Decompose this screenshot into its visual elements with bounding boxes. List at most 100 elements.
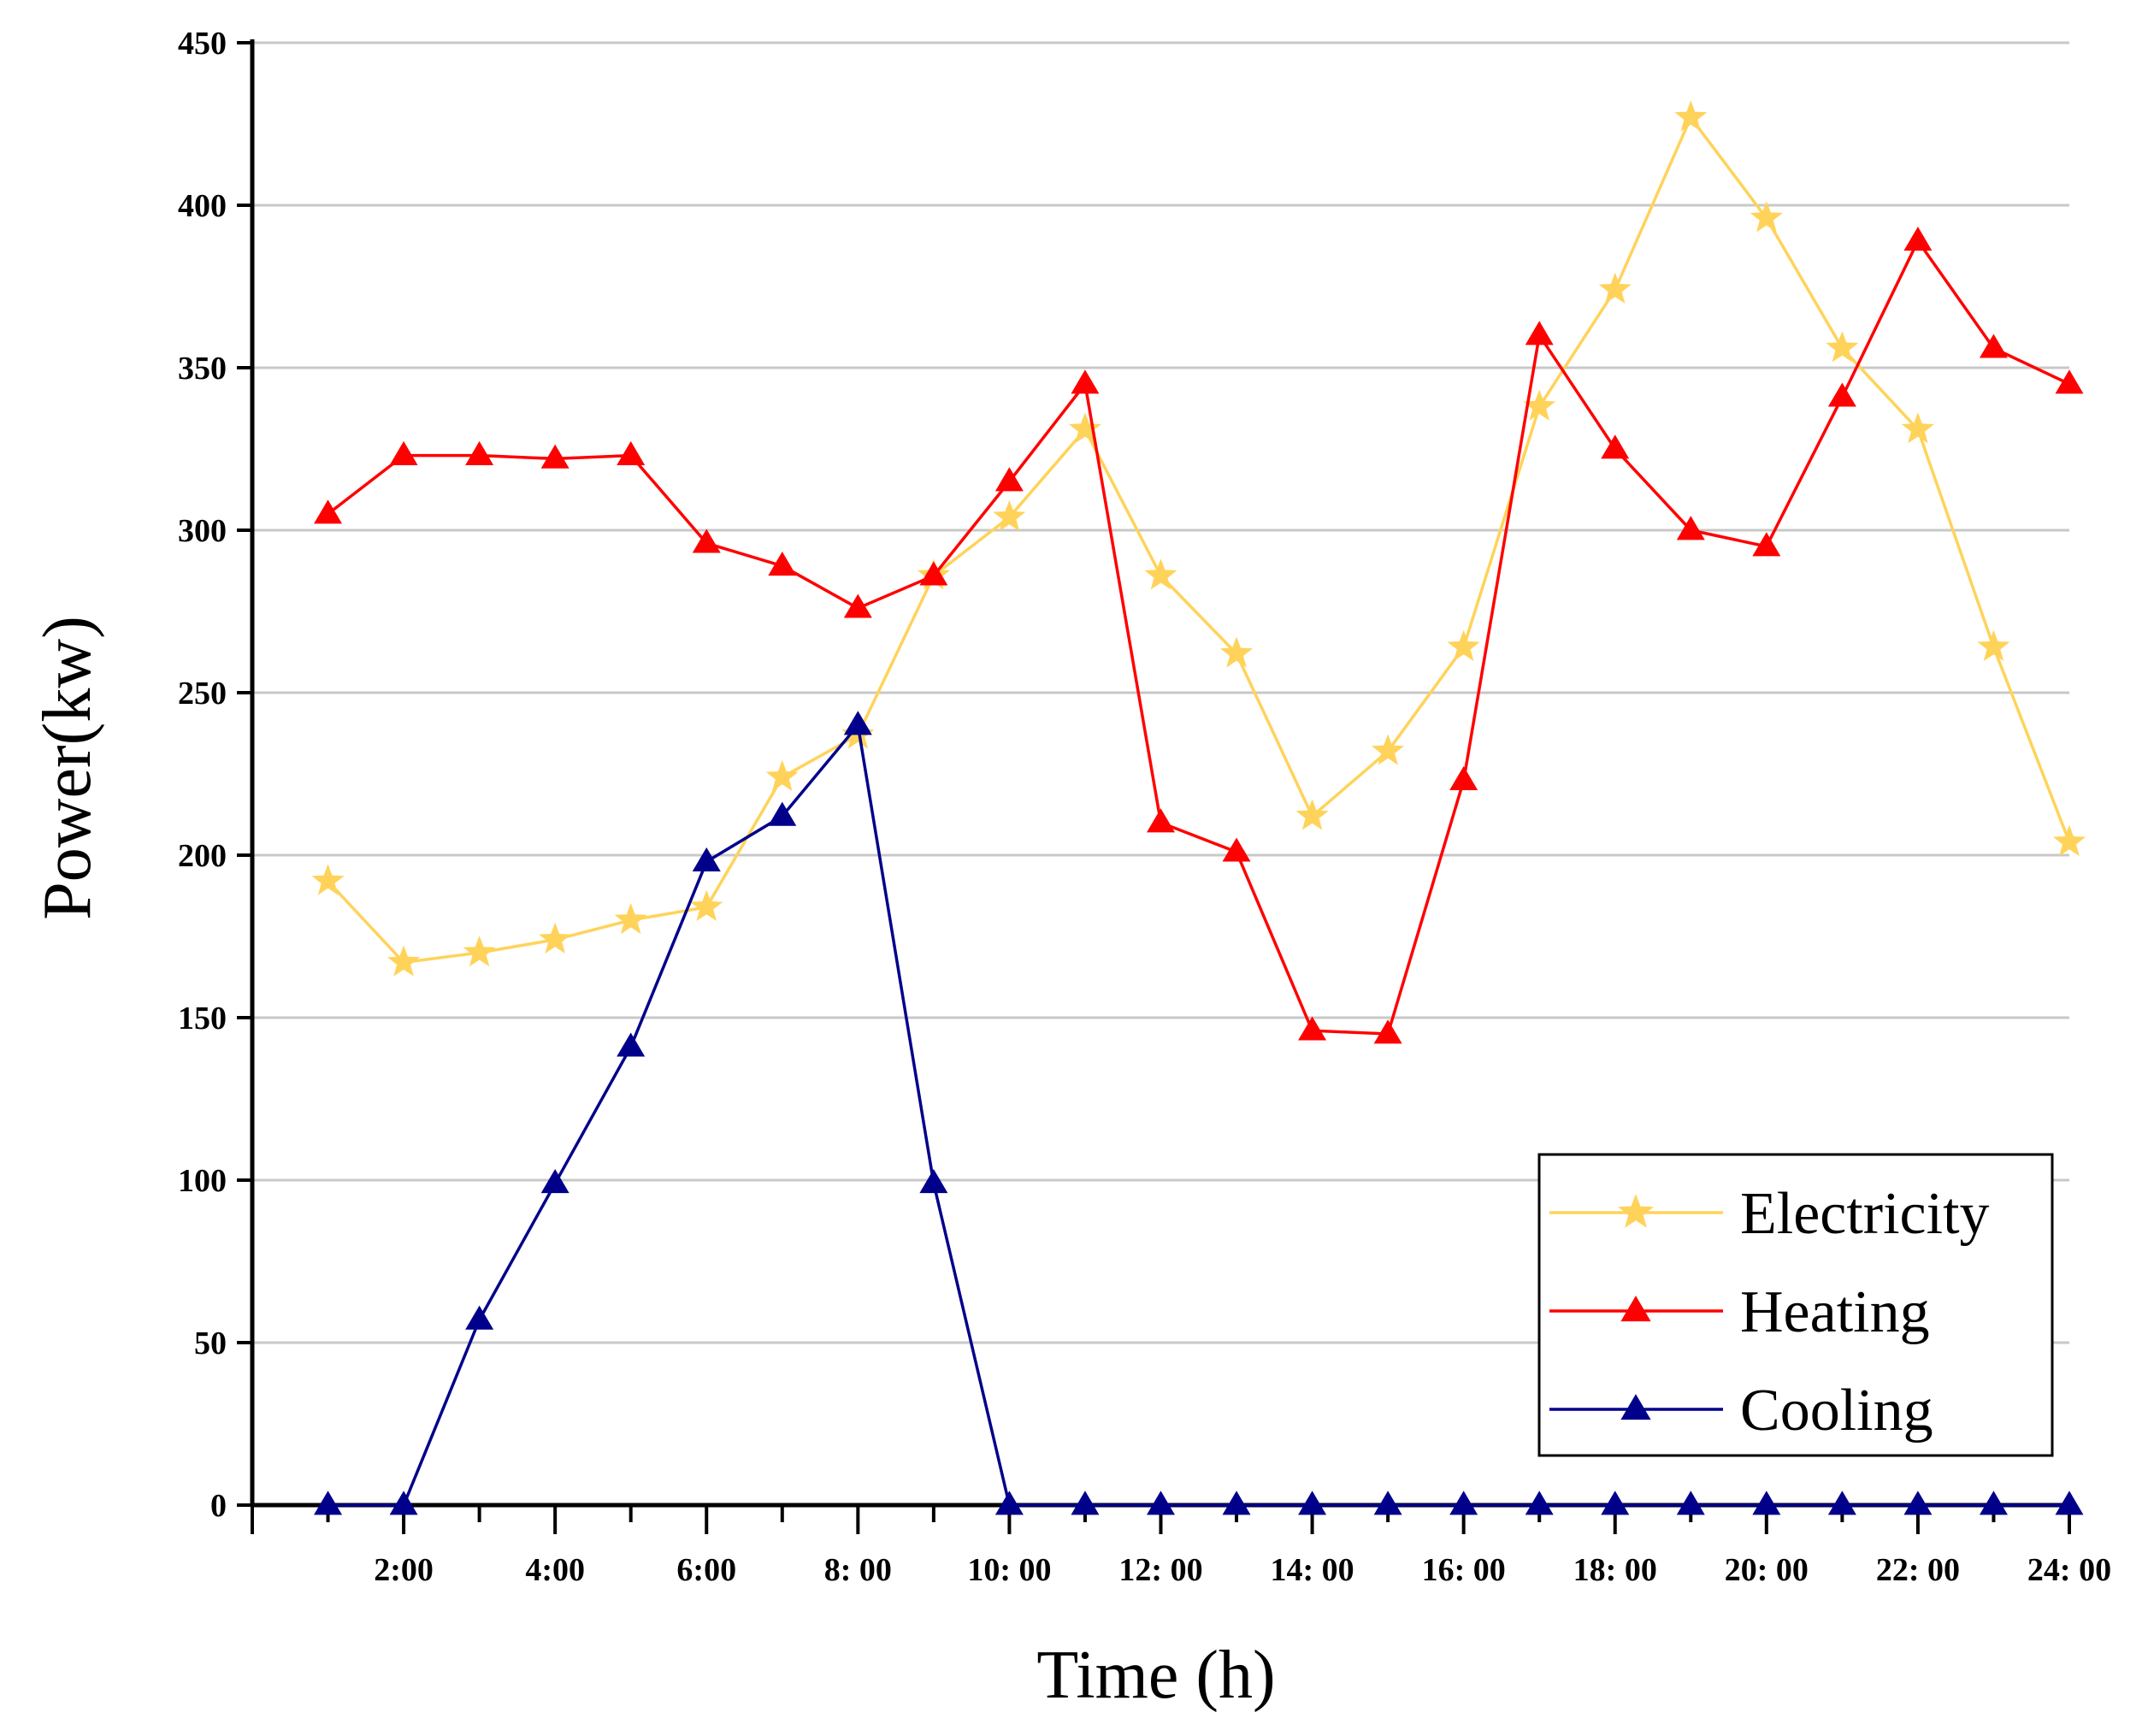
x-tick-label: 18: 00: [1573, 1552, 1657, 1588]
heating-point: [1601, 434, 1630, 459]
electricity-point: [1750, 201, 1783, 233]
cooling-point: [1449, 1491, 1478, 1515]
series-cooling: [314, 711, 2084, 1515]
heating-point: [540, 444, 569, 469]
x-tick-label: 4:00: [525, 1552, 585, 1588]
heating-point: [768, 552, 797, 576]
electricity-line: [327, 114, 2071, 965]
heating-point: [1298, 1016, 1327, 1041]
heating-point: [994, 467, 1024, 492]
y-tick-label: 450: [178, 26, 227, 62]
cooling-point: [768, 801, 797, 826]
heating-point: [1752, 532, 1781, 557]
electricity-point: [1826, 331, 1859, 363]
cooling-point: [314, 1491, 343, 1515]
heating-point: [2055, 369, 2084, 394]
heating-point: [389, 440, 418, 465]
x-tick-label: 8: 00: [824, 1552, 892, 1588]
heating-point: [1449, 765, 1478, 790]
electricity-point: [1674, 100, 1708, 132]
heating-point: [843, 593, 872, 618]
heating-line: [327, 238, 2070, 1036]
electricity-point: [1977, 629, 2010, 661]
electricity-point: [765, 759, 799, 791]
electricity-point: [993, 499, 1026, 531]
gridlines: [252, 41, 2069, 1344]
electricity-point: [1295, 799, 1329, 830]
cooling-point: [1373, 1491, 1402, 1515]
cooling-point: [2055, 1491, 2084, 1515]
legend-triangle-icon: [1620, 1394, 1651, 1420]
cooling-point: [1601, 1491, 1630, 1515]
x-tick-label: 12: 00: [1118, 1552, 1202, 1588]
electricity-point: [463, 936, 496, 967]
electricity-point: [1901, 412, 1934, 444]
electricity-point: [539, 922, 572, 954]
cooling-point: [540, 1169, 569, 1194]
cooling-point: [1298, 1491, 1327, 1515]
cooling-point: [465, 1305, 494, 1330]
series-electricity: [311, 100, 2086, 977]
cooling-point: [1979, 1491, 2008, 1515]
legend: Electricity Heating Cooling: [1537, 1153, 2054, 1457]
electricity-point: [1523, 389, 1556, 421]
y-tick-label: 150: [178, 1001, 227, 1036]
cooling-point: [617, 1032, 646, 1057]
heating-point: [1827, 382, 1856, 407]
y-tick-label: 250: [178, 676, 227, 712]
electricity-point: [1220, 636, 1254, 668]
heating-point: [919, 561, 948, 586]
cooling-point: [1222, 1491, 1251, 1515]
electricity-point: [1447, 629, 1480, 661]
legend-label: Cooling: [1740, 1378, 1933, 1444]
cooling-line: [328, 721, 2069, 1507]
electricity-point: [1598, 272, 1632, 304]
heating-point: [1525, 321, 1554, 345]
heating-point: [692, 528, 721, 553]
legend-entry-electricity: Electricity: [1549, 1181, 1990, 1247]
heating-point: [465, 440, 494, 465]
y-axis-title: Power(kw): [30, 616, 105, 919]
legend-entry-cooling: Cooling: [1549, 1378, 1933, 1444]
x-tick-label: 6:00: [676, 1552, 736, 1588]
y-tick-label: 200: [178, 838, 227, 874]
heating-point: [314, 499, 343, 524]
y-tick-label: 300: [178, 513, 227, 549]
heating-point: [1676, 516, 1705, 540]
series-heating: [314, 227, 2084, 1044]
cooling-point: [919, 1169, 948, 1194]
x-tick-label: 10: 00: [967, 1552, 1051, 1588]
heating-point: [1071, 369, 1100, 394]
cooling-point: [389, 1491, 418, 1515]
electricity-point: [614, 903, 647, 935]
heating-point: [1903, 227, 1933, 251]
heating-point: [1147, 808, 1175, 833]
heating-point: [1979, 334, 2008, 358]
y-tick-label: 350: [178, 351, 227, 387]
x-axis-title: Time (h): [1036, 1638, 1275, 1713]
cooling-point: [1071, 1491, 1100, 1515]
cooling-point: [1827, 1491, 1856, 1515]
y-tick-label: 400: [178, 188, 227, 224]
legend-label: Electricity: [1740, 1181, 1990, 1247]
heating-point: [1222, 837, 1251, 862]
cooling-point: [994, 1491, 1024, 1515]
cooling-point: [692, 847, 721, 871]
legend-label: Heating: [1740, 1279, 1930, 1345]
cooling-point: [843, 711, 872, 735]
legend-star-icon: [1618, 1194, 1654, 1228]
cooling-point: [1903, 1491, 1933, 1515]
cooling-point: [1147, 1491, 1175, 1515]
heating-point: [617, 440, 646, 465]
cooling-point: [1752, 1491, 1781, 1515]
electricity-point: [387, 945, 421, 977]
electricity-point: [1372, 734, 1405, 765]
electricity-point: [311, 864, 345, 895]
x-tick-label: 2:00: [374, 1552, 434, 1588]
y-tick-label: 0: [210, 1488, 227, 1524]
electricity-point: [1068, 412, 1101, 444]
x-tick-label: 20: 00: [1725, 1552, 1809, 1588]
y-tick-label: 50: [194, 1326, 227, 1361]
